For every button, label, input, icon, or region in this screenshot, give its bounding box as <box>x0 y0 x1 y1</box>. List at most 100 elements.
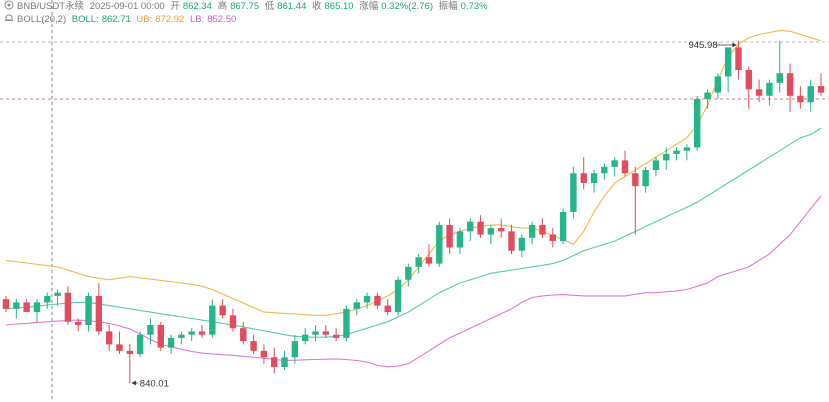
candle-body <box>301 334 309 342</box>
candle-body <box>436 224 443 264</box>
candle <box>219 299 226 319</box>
candle-body <box>219 305 226 316</box>
candle <box>394 276 402 316</box>
candle-body <box>467 221 474 232</box>
candle <box>497 218 505 238</box>
candle <box>23 299 30 313</box>
candle <box>405 263 412 287</box>
candle-body <box>44 295 51 303</box>
price-annotations: 945.98 840.01 <box>131 40 737 390</box>
candle-body <box>136 334 144 355</box>
candle <box>539 218 546 238</box>
candle <box>632 166 639 235</box>
candle-body <box>446 224 453 248</box>
candle-body <box>312 331 319 335</box>
candle-body <box>167 337 175 348</box>
candle-body <box>209 305 216 335</box>
candle-body <box>260 350 268 358</box>
candle <box>188 328 195 342</box>
candle-body <box>33 302 41 313</box>
bell-icon[interactable] <box>4 13 14 23</box>
candle <box>663 147 670 171</box>
candle-body <box>415 257 422 267</box>
candle-body <box>611 160 618 167</box>
candle <box>487 224 495 245</box>
candle <box>85 292 92 332</box>
candle <box>766 79 773 106</box>
candle <box>570 166 577 219</box>
candle <box>590 170 598 193</box>
eye-icon[interactable] <box>4 0 14 10</box>
candle <box>374 292 381 309</box>
candle <box>467 218 474 242</box>
candle <box>425 244 433 267</box>
candle-body <box>271 357 278 367</box>
candle <box>95 283 103 335</box>
candle <box>33 299 41 322</box>
boll-header: BOLL(20,2) BOLL: 862.71 UB: 872.92 LB: 852.… <box>4 13 239 26</box>
candle-body <box>281 357 288 367</box>
candle-body <box>178 334 185 338</box>
ohlc-header: BNB/USDT永续 2025-09-01 00:00 开 862.34 高 867… <box>4 0 491 13</box>
candle-body <box>384 305 391 313</box>
boll-lb-value: 852.50 <box>207 14 237 25</box>
candle <box>198 324 206 338</box>
candle-body <box>590 173 598 183</box>
candle-body <box>786 73 794 96</box>
candle <box>508 224 515 254</box>
candle-body <box>539 224 546 235</box>
candle <box>694 95 701 151</box>
bollinger-bands <box>5 30 822 368</box>
high-value: 867.75 <box>230 1 260 12</box>
candle <box>75 318 82 332</box>
candle-body <box>704 92 711 100</box>
candle-body <box>425 257 433 264</box>
boll-mid-label: BOLL: <box>71 14 99 25</box>
low-value: 861.44 <box>277 1 307 12</box>
candle <box>415 253 422 274</box>
candle <box>2 295 10 313</box>
min-price-label: 840.01 <box>140 379 169 390</box>
candle-body <box>13 302 20 309</box>
candle <box>105 324 113 351</box>
candle-body <box>405 266 412 280</box>
open-value: 862.34 <box>182 1 212 12</box>
candle-body <box>229 315 237 329</box>
candle-body <box>394 279 402 313</box>
boll-lb-label: LB: <box>189 14 205 25</box>
change-value: 0.32%(2.76) <box>381 1 433 12</box>
max-price-arrow <box>732 42 737 48</box>
candle-body <box>714 76 722 93</box>
amplitude-label: 振幅 <box>438 1 458 12</box>
candle <box>456 228 464 254</box>
low-label: 低 <box>264 1 275 12</box>
candle-body <box>105 331 113 345</box>
candle-body <box>75 321 82 325</box>
candle-body <box>621 160 629 174</box>
candle <box>312 324 319 342</box>
candle-body <box>291 341 299 358</box>
candle-body <box>240 328 247 342</box>
candle <box>260 344 268 364</box>
candle-body <box>95 295 103 332</box>
candle <box>817 73 825 96</box>
candle-body <box>363 295 371 303</box>
max-price-label: 945.98 <box>688 40 717 51</box>
candle-body <box>456 231 464 248</box>
candle <box>384 299 391 316</box>
candle-body <box>332 334 340 338</box>
high-label: 高 <box>217 1 228 12</box>
candle-body <box>642 170 649 187</box>
candle-body <box>157 324 164 348</box>
boll-ub-value: 872.92 <box>155 14 185 25</box>
candle-body <box>322 331 330 335</box>
close-value: 865.10 <box>324 1 354 12</box>
candle <box>353 299 360 316</box>
candle-body <box>766 82 773 96</box>
candle <box>745 66 752 109</box>
candle-body <box>116 344 123 351</box>
candle <box>446 218 453 254</box>
candle <box>64 286 72 325</box>
candle <box>240 321 247 345</box>
candle <box>549 228 556 248</box>
